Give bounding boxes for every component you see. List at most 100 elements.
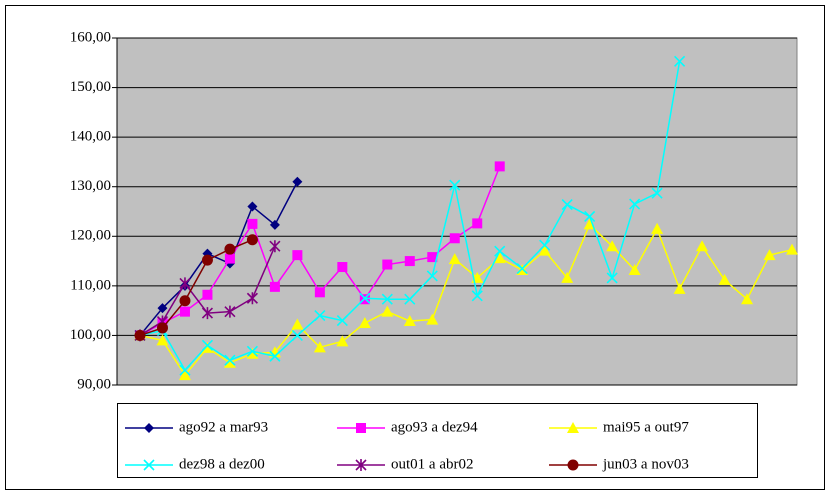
- plot-background: [116, 37, 798, 386]
- y-tick-label: 150,00: [70, 79, 111, 95]
- marker: [786, 243, 798, 255]
- marker: [246, 234, 258, 246]
- marker: [179, 295, 191, 307]
- marker: [178, 369, 191, 381]
- marker: [449, 233, 460, 244]
- marker: [292, 250, 303, 261]
- legend-marker: [355, 459, 367, 471]
- marker: [313, 341, 326, 353]
- marker: [561, 271, 574, 283]
- marker: [246, 345, 258, 357]
- marker: [471, 290, 483, 302]
- marker: [538, 244, 551, 256]
- marker: [696, 240, 709, 252]
- y-tick-label: 160,00: [70, 29, 111, 45]
- marker: [247, 201, 258, 212]
- marker: [651, 187, 663, 199]
- marker: [628, 263, 641, 275]
- marker: [561, 198, 573, 211]
- marker: [269, 240, 281, 253]
- legend-marker: [567, 459, 579, 471]
- marker: [763, 249, 776, 261]
- legend-marker: [356, 423, 366, 433]
- marker: [426, 313, 439, 325]
- marker: [448, 253, 461, 265]
- marker: [404, 293, 416, 305]
- marker: [494, 161, 505, 172]
- marker: [493, 252, 506, 264]
- marker: [337, 262, 348, 273]
- marker: [427, 252, 438, 263]
- marker: [381, 305, 394, 317]
- marker: [449, 179, 461, 191]
- y-tick-label: 120,00: [70, 228, 111, 244]
- marker: [382, 259, 393, 270]
- marker: [179, 306, 190, 317]
- marker: [314, 287, 325, 298]
- legend-label: out01 a abr02: [391, 456, 473, 472]
- marker: [224, 243, 236, 255]
- legend-marker: [144, 423, 154, 433]
- marker: [269, 219, 280, 230]
- marker: [336, 314, 348, 327]
- marker: [224, 354, 236, 366]
- marker: [651, 222, 664, 234]
- marker: [247, 218, 258, 229]
- marker: [224, 305, 236, 318]
- marker: [314, 310, 326, 322]
- legend-label: ago92 a mar93: [179, 419, 268, 435]
- marker: [584, 210, 596, 223]
- marker: [157, 303, 168, 314]
- marker: [381, 293, 393, 305]
- legend-marker: [143, 459, 155, 471]
- y-tick-label: 140,00: [70, 129, 111, 145]
- marker: [718, 273, 731, 285]
- y-tick-label: 90,00: [77, 376, 111, 392]
- y-tick-label: 130,00: [70, 178, 111, 194]
- marker: [179, 277, 191, 290]
- marker: [223, 356, 236, 368]
- legend-label: ago93 a dez94: [391, 419, 478, 435]
- marker: [246, 347, 259, 359]
- marker: [291, 329, 303, 341]
- marker: [516, 262, 528, 275]
- marker: [156, 334, 169, 346]
- marker: [201, 341, 214, 353]
- marker: [292, 176, 303, 187]
- y-tick-label: 100,00: [70, 327, 111, 343]
- marker: [606, 240, 619, 252]
- marker: [201, 254, 213, 266]
- marker: [539, 239, 551, 251]
- series-line: [139, 181, 299, 336]
- marker: [156, 322, 168, 334]
- marker: [201, 339, 214, 351]
- marker: [246, 292, 258, 305]
- legend: [117, 403, 758, 478]
- marker: [629, 198, 641, 210]
- marker: [202, 289, 213, 300]
- marker: [224, 253, 235, 264]
- marker: [179, 364, 191, 376]
- legend-marker: [567, 422, 579, 433]
- marker: [426, 270, 438, 282]
- y-tick-label: 110,00: [70, 277, 111, 293]
- marker: [269, 281, 280, 292]
- marker: [358, 317, 371, 329]
- marker: [134, 329, 146, 341]
- legend-label: mai95 a out97: [603, 419, 689, 435]
- legend-label: jun03 a nov03: [602, 456, 689, 472]
- marker: [494, 245, 506, 257]
- marker: [201, 307, 214, 320]
- marker: [741, 293, 754, 305]
- marker: [336, 335, 349, 347]
- marker: [606, 272, 618, 284]
- legend-label: dez98 a dez00: [179, 456, 265, 472]
- marker: [269, 350, 281, 362]
- marker: [674, 55, 686, 67]
- marker: [403, 315, 416, 327]
- marker: [472, 218, 483, 229]
- marker: [291, 318, 304, 330]
- marker: [268, 346, 281, 358]
